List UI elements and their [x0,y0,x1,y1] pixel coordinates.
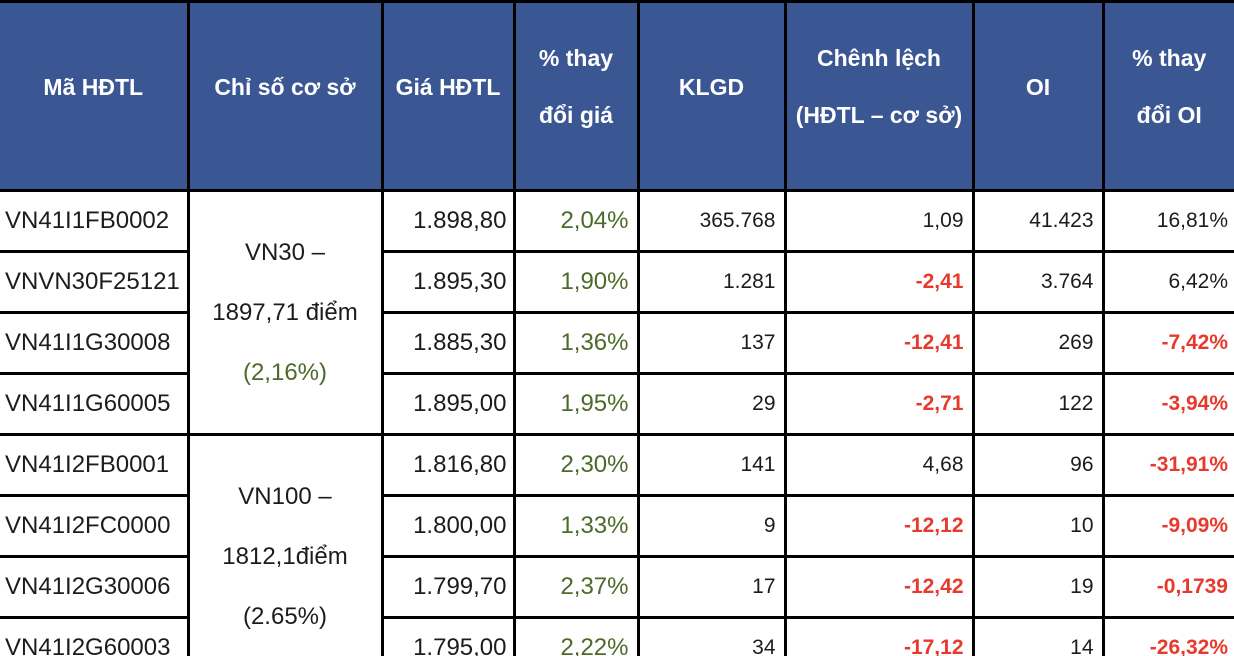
col-header-gia-hdtl: Giá HĐTL [380,0,516,192]
cell-price: 1.816,80 [380,433,516,497]
cell-oi-change: -7,42% [1101,311,1234,375]
table-row: VN41I2G30006 1.799,70 2,37% 17 -12,42 19… [0,555,1234,619]
cell-oi: 14 [971,616,1105,656]
table-row: VN41I2FB0001 VN100 – 1812,1điểm (2.65%) … [0,433,1234,656]
col-header-label-line2: (HĐTL – cơ sở) [795,102,963,128]
cell-price-change: 2,30% [512,433,640,497]
col-header-label: OI [1025,73,1051,100]
cell-klgd: 365.768 [636,189,787,253]
cell-price: 1.898,80 [380,189,516,253]
cell-code: VN41I1FB0002 [0,189,190,253]
index-points: 1897,71 điểm [212,298,358,326]
cell-oi-change: -3,94% [1101,372,1234,436]
cell-price-change: 1,33% [512,494,640,558]
col-header-label: Giá HĐTL [395,73,501,100]
cell-oi-change: 16,81% [1101,189,1234,253]
cell-price-change: 2,22% [512,616,640,656]
cell-oi: 122 [971,372,1105,436]
col-header-chenh-lech: Chênh lệch (HĐTL – cơ sở) [783,0,975,192]
index-points: 1812,1điểm [222,542,348,570]
cell-price-change: 1,95% [512,372,640,436]
cell-price: 1.799,70 [380,555,516,619]
cell-oi-change: -9,09% [1101,494,1234,558]
cell-spread: -12,41 [783,311,975,375]
cell-spread: -12,12 [783,494,975,558]
cell-index-group-vn100: VN100 – 1812,1điểm (2.65%) [186,433,384,656]
cell-klgd: 141 [636,433,787,497]
cell-oi: 10 [971,494,1105,558]
cell-code: VN41I2FC0000 [0,494,190,558]
cell-spread: -12,42 [783,555,975,619]
col-header-klgd: KLGD [636,0,787,192]
cell-code: VN41I1G30008 [0,311,190,375]
cell-spread: -2,71 [783,372,975,436]
cell-index-group-vn30: VN30 – 1897,71 điểm (2,16%) [186,189,384,436]
cell-oi: 269 [971,311,1105,375]
table-row: VN41I2FC0000 1.800,00 1,33% 9 -12,12 10 … [0,494,1234,558]
col-header-chi-so-co-so: Chỉ số cơ sở [186,0,384,192]
col-header-pct-thay-doi-gia: % thay đổi giá [512,0,640,192]
cell-klgd: 17 [636,555,787,619]
cell-oi: 3.764 [971,250,1105,314]
col-header-pct-thay-doi-oi: % thay đổi OI [1101,0,1234,192]
cell-price-change: 2,04% [512,189,640,253]
cell-price: 1.895,00 [380,372,516,436]
cell-code: VN41I2G60003 [0,616,190,656]
cell-price: 1.795,00 [380,616,516,656]
cell-price: 1.895,30 [380,250,516,314]
table-row: VNVN30F25121 1.895,30 1,90% 1.281 -2,41 … [0,250,1234,314]
index-name: VN30 – [244,238,326,266]
cell-code: VNVN30F25121 [0,250,190,314]
col-header-label: Chỉ số cơ sở [214,73,356,100]
col-header-label-line2: đổi giá [538,102,614,128]
cell-price-change: 1,36% [512,311,640,375]
cell-klgd: 29 [636,372,787,436]
cell-code: VN41I2G30006 [0,555,190,619]
cell-code: VN41I2FB0001 [0,433,190,497]
col-header-label-line1: Chênh lệch [817,45,941,71]
col-header-oi: OI [971,0,1105,192]
cell-price-change: 1,90% [512,250,640,314]
table-row: VN41I1G30008 1.885,30 1,36% 137 -12,41 2… [0,311,1234,375]
table-body: VN41I1FB0002 VN30 – 1897,71 điểm (2,16%)… [0,189,1234,656]
col-header-ma-hdtl: Mã HĐTL [0,0,190,192]
index-pct-change: (2,16%) [242,358,328,386]
index-name: VN100 – [238,482,332,510]
cell-price: 1.885,30 [380,311,516,375]
cell-spread: -2,41 [783,250,975,314]
cell-spread: 1,09 [783,189,975,253]
col-header-label-line1: % thay [538,45,614,71]
col-header-label: KLGD [678,73,745,100]
table-row: VN41I2G60003 1.795,00 2,22% 34 -17,12 14… [0,616,1234,656]
table-row: VN41I1FB0002 VN30 – 1897,71 điểm (2,16%)… [0,189,1234,436]
cell-oi: 19 [971,555,1105,619]
col-header-label-line2: đổi OI [1136,102,1202,128]
cell-oi-change: -31,91% [1101,433,1234,497]
cell-price-change: 2,37% [512,555,640,619]
cell-price: 1.800,00 [380,494,516,558]
table-row: VN41I1G60005 1.895,00 1,95% 29 -2,71 122… [0,372,1234,436]
cell-spread: 4,68 [783,433,975,497]
index-pct-change: (2.65%) [242,602,328,630]
col-header-label-line1: % thay [1132,45,1207,71]
cell-oi-change: 6,42% [1101,250,1234,314]
col-header-label: Mã HĐTL [43,73,144,100]
cell-klgd: 34 [636,616,787,656]
cell-klgd: 137 [636,311,787,375]
cell-oi-change: -0,1739 [1101,555,1234,619]
cell-oi: 41.423 [971,189,1105,253]
cell-klgd: 9 [636,494,787,558]
cell-klgd: 1.281 [636,250,787,314]
cell-code: VN41I1G60005 [0,372,190,436]
cell-spread: -17,12 [783,616,975,656]
cell-oi: 96 [971,433,1105,497]
cell-oi-change: -26,32% [1101,616,1234,656]
table-header: Mã HĐTL Chỉ số cơ sở Giá HĐTL % thay đổi… [0,0,1234,192]
